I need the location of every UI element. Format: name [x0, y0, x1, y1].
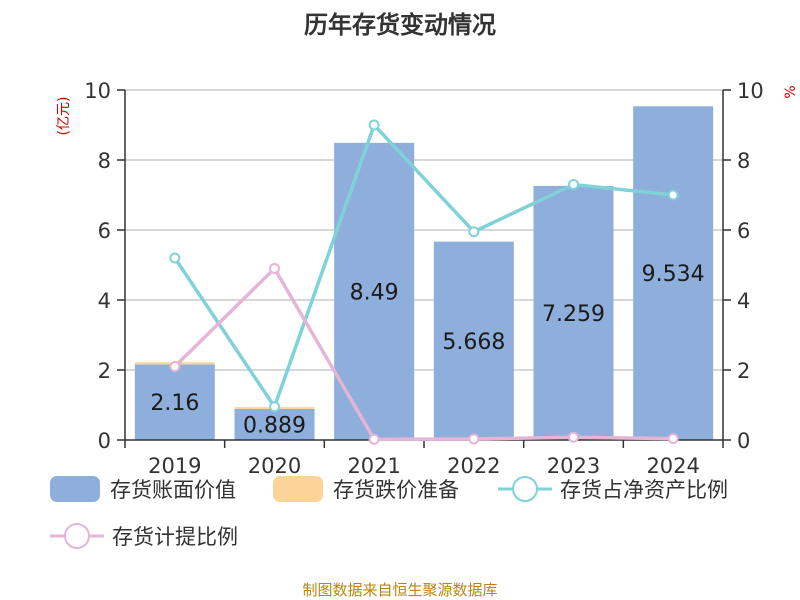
bar-book-value	[633, 106, 714, 440]
series-point	[468, 433, 480, 445]
right-tick-label: 2	[737, 359, 750, 383]
right-tick-label: 8	[737, 149, 750, 173]
legend-label: 存货跌价准备	[333, 478, 459, 502]
bar-value-label: 8.49	[350, 280, 399, 305]
bar-book-value	[134, 364, 215, 440]
series-point	[269, 263, 280, 274]
bar-book-value	[433, 241, 514, 440]
bars-group	[134, 106, 714, 440]
left-tick-label: 8	[98, 149, 111, 173]
series-point	[368, 433, 380, 445]
legend-label: 存货计提比例	[112, 525, 238, 549]
bar-value-label: 5.668	[442, 330, 505, 355]
lines-group	[169, 119, 679, 445]
left-tick-label: 10	[84, 79, 111, 103]
series-point	[568, 431, 579, 443]
legend-label: 存货占净资产比例	[560, 478, 728, 502]
right-tick-label: 10	[737, 79, 764, 103]
series-point	[368, 119, 380, 131]
tick-labels-group: 0 0 2 2 4 4 6 6 8 8 10 10 2019 2020 2021 2022 2023 2024	[84, 79, 763, 478]
x-tick-label: 2019	[148, 454, 201, 478]
bar-book-value	[234, 408, 315, 440]
x-tick-label: 2020	[248, 454, 301, 478]
legend-marker	[512, 476, 538, 502]
left-tick-label: 2	[98, 359, 111, 383]
right-axis-unit: %	[783, 85, 799, 98]
legend-swatch	[50, 476, 100, 502]
bar-value-label: 9.534	[642, 262, 705, 287]
series-point	[269, 401, 280, 413]
left-axis-unit: (亿元)	[56, 97, 72, 136]
x-tick-label: 2021	[347, 454, 400, 478]
x-tick-label: 2024	[646, 454, 699, 478]
legend-swatch	[273, 476, 323, 502]
series-point	[468, 226, 480, 238]
left-tick-label: 6	[98, 219, 111, 243]
source-note: 制图数据来自恒生聚源数据库	[302, 581, 497, 599]
series-line	[173, 121, 674, 411]
x-tick-label: 2023	[547, 454, 600, 478]
bar-value-label: 2.16	[150, 391, 199, 416]
series-line	[173, 265, 674, 442]
series-point	[568, 179, 579, 190]
series-point	[169, 252, 181, 264]
legend-marker	[64, 523, 90, 549]
chart-title: 历年存货变动情况	[304, 11, 496, 39]
series-point	[667, 189, 679, 201]
legend-label: 存货账面价值	[110, 478, 236, 502]
left-tick-label: 0	[98, 429, 111, 453]
right-tick-label: 6	[737, 219, 750, 243]
right-tick-label: 4	[737, 289, 750, 313]
bar-value-label: 0.889	[243, 413, 306, 438]
bar-book-value	[533, 185, 614, 440]
series-point	[667, 433, 679, 445]
x-tick-label: 2022	[447, 454, 500, 478]
grid-lines	[125, 89, 723, 371]
bar-value-label: 7.259	[542, 302, 605, 327]
left-tick-label: 4	[98, 289, 111, 313]
series-point	[169, 361, 181, 372]
right-tick-label: 0	[737, 429, 750, 453]
value-labels-group: 2.16 0.889 8.49 5.668 7.259 9.534	[150, 262, 704, 438]
